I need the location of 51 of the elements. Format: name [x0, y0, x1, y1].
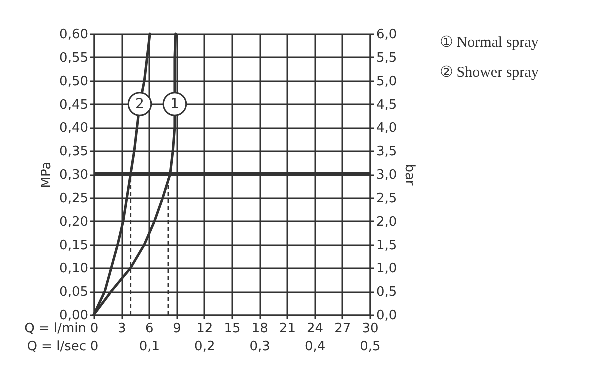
- y-tick-label: 0,40: [60, 121, 88, 136]
- x-tick-label: 18: [252, 322, 268, 336]
- y-tick-label: 0,10: [60, 262, 88, 277]
- y-tick-label: 0,20: [60, 214, 88, 230]
- x-tick-label: 15: [224, 322, 241, 336]
- y-tick-label: 0,00: [60, 308, 88, 324]
- x-tick-label: 30: [362, 322, 379, 336]
- y-tick-label: 0,50: [60, 74, 88, 90]
- annotation: 1: [170, 96, 180, 112]
- y2-tick-label: 2,5: [376, 191, 398, 206]
- x-tick-label: 24: [307, 322, 324, 336]
- y-tick-label: 0,05: [60, 285, 88, 300]
- y-tick-label: 0,55: [60, 50, 88, 66]
- x-tick-label: 3: [118, 322, 126, 336]
- x-tick-label: 0: [90, 322, 99, 336]
- y2-tick-label: 1,5: [376, 238, 398, 254]
- y-tick-label: 0,35: [60, 144, 88, 160]
- y2-tick-label: 2,0: [376, 214, 398, 230]
- y2-tick-label: 1,0: [376, 262, 398, 277]
- x2-tick-label: 0,2: [194, 340, 216, 354]
- x2-tick-label: 0,4: [304, 340, 326, 354]
- y2-tick-label: 5,0: [376, 74, 398, 90]
- text: ① Normal spray: [440, 35, 540, 51]
- x-axis-title: Q = l/min: [24, 322, 86, 336]
- y2-tick-label: 4,0: [376, 121, 398, 136]
- x-tick-label: 27: [334, 322, 352, 336]
- y2-tick-label: 6,0: [376, 28, 398, 42]
- annotation: 2: [136, 96, 144, 112]
- x-tick-label: 21: [279, 322, 296, 336]
- y2-tick-label: 0,0: [376, 308, 398, 324]
- x-tick-label: 6: [146, 322, 154, 336]
- y2-tick-label: 3,0: [376, 168, 398, 183]
- x2-tick-label: 0,3: [250, 340, 270, 354]
- y-tick-label: 0,25: [60, 191, 88, 206]
- y-tick-label: 0,30: [60, 168, 88, 183]
- y2-tick-label: 3,5: [376, 144, 398, 160]
- y2-tick-label: 4,5: [376, 98, 398, 113]
- y-tick-label: 0,45: [60, 98, 88, 113]
- y2-tick-label: 0,5: [376, 285, 398, 300]
- y-tick-label: 0,15: [60, 238, 88, 254]
- x2-tick-label: 0,1: [139, 340, 160, 354]
- text: ② Shower spray: [440, 65, 540, 81]
- x2-axis-title: Q = l/sec: [27, 340, 86, 354]
- x-tick-label: 12: [196, 322, 214, 336]
- y-axis-title: MPa: [40, 162, 55, 188]
- x-tick-label: 9: [173, 322, 182, 336]
- y2-tick-label: 5,5: [376, 50, 398, 66]
- x2-tick-label: 0,5: [360, 340, 381, 354]
- x2-tick-label: 0: [90, 340, 99, 354]
- y2-axis-title: bar: [402, 164, 418, 186]
- y-tick-label: 0,60: [60, 28, 88, 42]
